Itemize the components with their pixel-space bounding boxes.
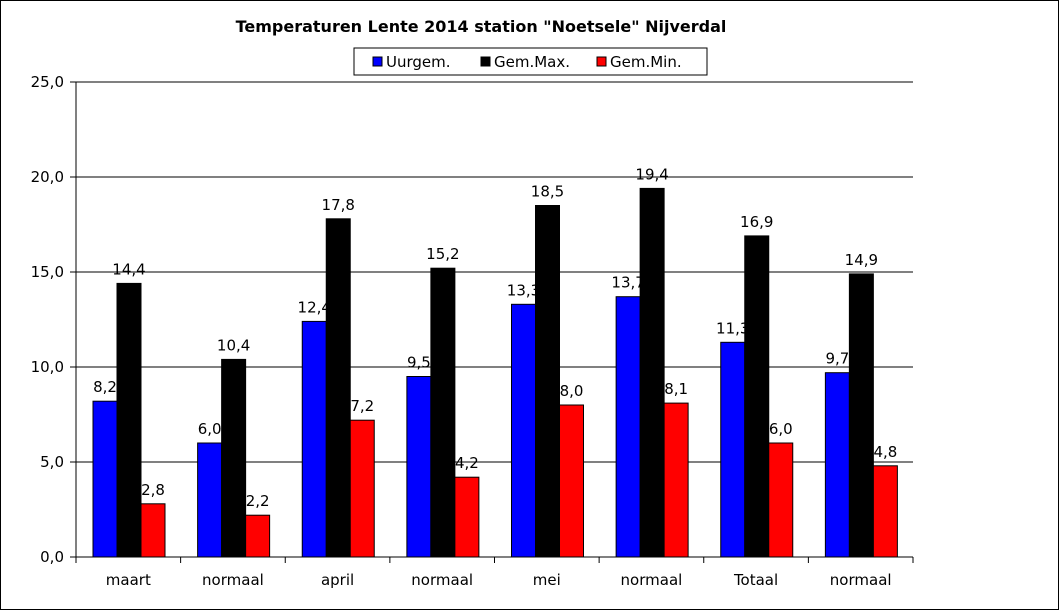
data-label: 17,8	[322, 196, 355, 214]
x-tick-label: mei	[533, 571, 561, 589]
legend-box	[353, 47, 708, 76]
axes: 0,0 5,0 10,0 15,0 20,0 25,0 maart normaal april n…	[31, 73, 914, 589]
x-tick-label: maart	[106, 571, 151, 589]
bar	[325, 218, 351, 558]
chart-legend: Uurgem. Gem.Max. Gem.Min.	[353, 47, 708, 76]
bars	[92, 187, 898, 558]
data-label: 9,5	[407, 354, 431, 372]
y-tick-label: 25,0	[31, 73, 64, 91]
bar	[615, 296, 641, 558]
data-label: 2,8	[141, 481, 165, 499]
data-label: 14,4	[112, 260, 145, 278]
y-tick-label: 15,0	[31, 263, 64, 281]
x-tick-label: april	[321, 571, 354, 589]
bar	[140, 503, 166, 558]
data-label: 4,8	[873, 443, 897, 461]
bar	[221, 358, 247, 558]
legend-swatch	[372, 56, 383, 67]
x-tick-label: normaal	[411, 571, 473, 589]
data-label: 11,3	[716, 319, 749, 337]
bar	[349, 419, 375, 558]
bar	[639, 187, 665, 558]
bar	[559, 404, 584, 558]
data-label: 16,9	[740, 213, 773, 231]
x-tick-label: normaal	[830, 571, 892, 589]
bar	[301, 320, 327, 558]
bar	[92, 400, 118, 558]
legend-swatch	[480, 56, 491, 67]
bar	[116, 282, 142, 558]
bar	[768, 442, 794, 558]
x-tick-label: normaal	[621, 571, 683, 589]
data-label: 13,3	[507, 281, 540, 299]
data-label: 8,0	[560, 382, 584, 400]
bar	[663, 402, 689, 558]
data-label: 8,1	[664, 380, 688, 398]
x-tick-label: Totaal	[733, 571, 778, 589]
chart-title: Temperaturen Lente 2014 station "Noetsel…	[236, 17, 727, 36]
y-tick-label: 10,0	[31, 358, 64, 376]
data-label: 9,7	[825, 350, 849, 368]
legend-swatch	[596, 56, 607, 67]
bar	[824, 372, 850, 558]
data-label: 8,2	[93, 378, 117, 396]
bar	[245, 514, 271, 558]
data-label: 14,9	[845, 251, 878, 269]
data-labels: 8,2 14,4 2,8 6,0 10,4 2,2 12,4 17,8 7,2 9,5 15,2 4,…	[93, 165, 897, 510]
bar	[720, 341, 746, 558]
bar	[872, 465, 898, 558]
legend-label: Gem.Max.	[494, 53, 570, 71]
data-label: 7,2	[350, 397, 374, 415]
bar	[430, 267, 456, 558]
x-tick-label: normaal	[202, 571, 264, 589]
y-tick-label: 20,0	[31, 168, 64, 186]
data-label: 4,2	[455, 454, 479, 472]
y-tick-label: 5,0	[40, 453, 64, 471]
data-label: 6,0	[198, 420, 222, 438]
bar	[535, 205, 560, 558]
bar	[406, 376, 432, 558]
data-label: 18,5	[531, 183, 564, 201]
grid-lines	[76, 81, 913, 463]
data-label: 19,4	[635, 165, 668, 183]
legend-label: Gem.Min.	[610, 53, 682, 71]
y-tick-label: 0,0	[40, 548, 64, 566]
bar	[744, 235, 770, 558]
bar	[848, 273, 874, 558]
data-label: 13,7	[611, 274, 644, 292]
bar	[511, 303, 536, 558]
legend-label: Uurgem.	[386, 53, 451, 71]
data-label: 2,2	[246, 492, 270, 510]
bar	[197, 442, 223, 558]
data-label: 10,4	[217, 336, 250, 354]
data-label: 15,2	[426, 245, 459, 263]
data-label: 6,0	[769, 420, 793, 438]
bar	[454, 476, 480, 558]
data-label: 12,4	[298, 298, 331, 316]
